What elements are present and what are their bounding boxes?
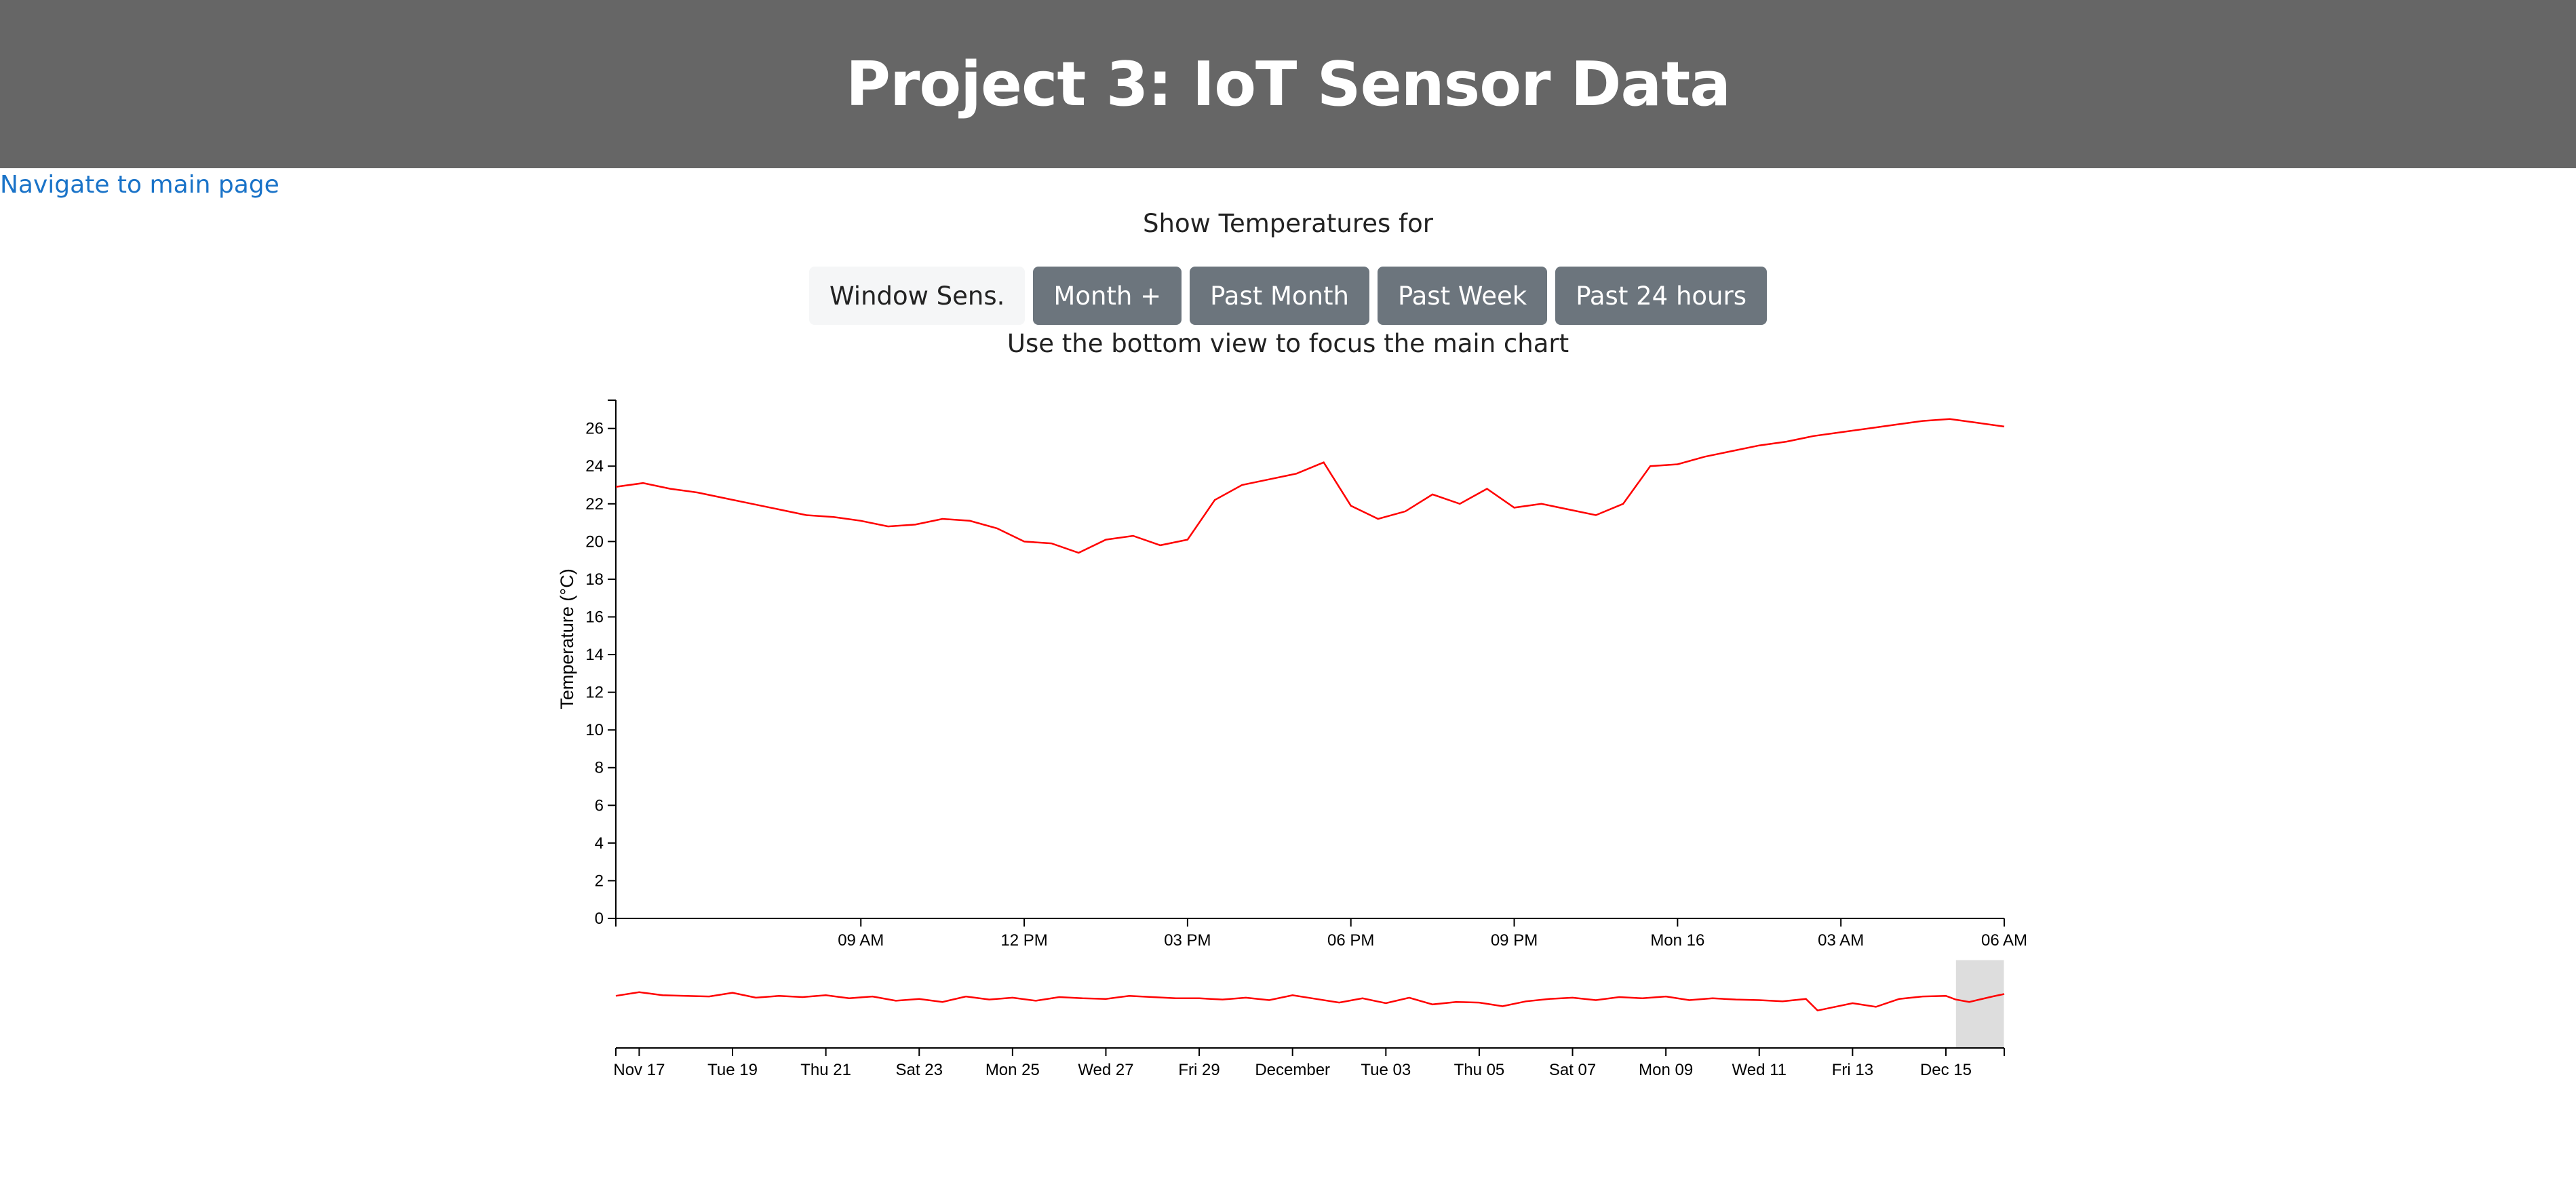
context-x-tick-label: Wed 11 <box>1732 1061 1787 1079</box>
temperature-line <box>615 418 2005 554</box>
x-tick-label: 06 PM <box>1327 931 1374 950</box>
y-tick-label: 4 <box>595 834 604 853</box>
y-tick-label: 22 <box>585 495 604 513</box>
context-x-tick-label: Sat 07 <box>1549 1061 1596 1079</box>
context-x-tick-label: Fri 29 <box>1178 1061 1219 1079</box>
context-x-tick-label: Sat 23 <box>896 1061 943 1079</box>
y-tick-label: 0 <box>595 910 604 928</box>
context-x-tick-label: Wed 27 <box>1078 1061 1133 1079</box>
past-month-button[interactable]: Past Month <box>1190 267 1369 325</box>
y-tick-label: 26 <box>585 420 604 438</box>
y-tick-label: 20 <box>585 532 604 551</box>
y-tick-label: 24 <box>585 457 604 475</box>
context-x-tick-label: Mon 25 <box>985 1061 1040 1079</box>
page-header: Project 3: IoT Sensor Data <box>0 0 2576 168</box>
window-sens-button[interactable]: Window Sens. <box>809 267 1026 325</box>
context-x-tick-label: Dec 15 <box>1920 1061 1972 1079</box>
x-tick-label: 09 AM <box>838 931 884 950</box>
main-page-link[interactable]: Navigate to main page <box>0 171 279 199</box>
page-title: Project 3: IoT Sensor Data <box>845 48 1731 120</box>
focus-hint: Use the bottom view to focus the main ch… <box>1007 329 1569 358</box>
y-tick-label: 10 <box>585 721 604 739</box>
range-button-group: Window Sens. Month + Past Month Past Wee… <box>0 267 2576 325</box>
x-tick-label: 12 PM <box>1000 931 1047 950</box>
x-tick-label: 09 PM <box>1491 931 1538 950</box>
context-x-tick-label: Tue 03 <box>1361 1061 1411 1079</box>
x-tick-label: Mon 16 <box>1650 931 1704 950</box>
y-tick-label: 18 <box>585 570 604 589</box>
y-tick-label: 8 <box>595 759 604 777</box>
y-tick-label: 12 <box>585 684 604 702</box>
context-temperature-line <box>615 991 2005 1012</box>
show-temperatures-label: Show Temperatures for <box>1143 209 1433 238</box>
context-x-tick-label: Tue 19 <box>707 1061 758 1079</box>
context-chart[interactable]: Nov 17 Tue 19 Thu 21 Sat 23 Mon 25 Wed 27 Fri … <box>613 959 2005 1079</box>
y-tick-label: 14 <box>585 646 604 664</box>
y-tick-label: 2 <box>595 872 604 890</box>
context-x-tick-label: Thu 21 <box>800 1061 851 1079</box>
context-x-tick-label: Fri 13 <box>1832 1061 1873 1079</box>
past-week-button[interactable]: Past Week <box>1377 267 1548 325</box>
context-x-tick-label: Thu 05 <box>1454 1061 1505 1079</box>
x-tick-label: 03 AM <box>1818 931 1864 950</box>
y-axis-title: Temperature (°C) <box>557 568 577 709</box>
past-24-hours-button[interactable]: Past 24 hours <box>1555 267 1767 325</box>
y-tick-label: 16 <box>585 608 604 626</box>
month-plus-button[interactable]: Month + <box>1033 267 1182 325</box>
y-tick-label: 6 <box>595 796 604 815</box>
x-tick-label: 03 PM <box>1164 931 1211 950</box>
context-x-tick-label: Mon 09 <box>1639 1061 1693 1079</box>
x-tick-label: 06 AM <box>1981 931 2027 950</box>
brush-selection[interactable] <box>1955 959 2005 1049</box>
context-x-tick-label: Nov 17 <box>613 1061 665 1079</box>
context-x-tick-label: December <box>1255 1061 1330 1079</box>
